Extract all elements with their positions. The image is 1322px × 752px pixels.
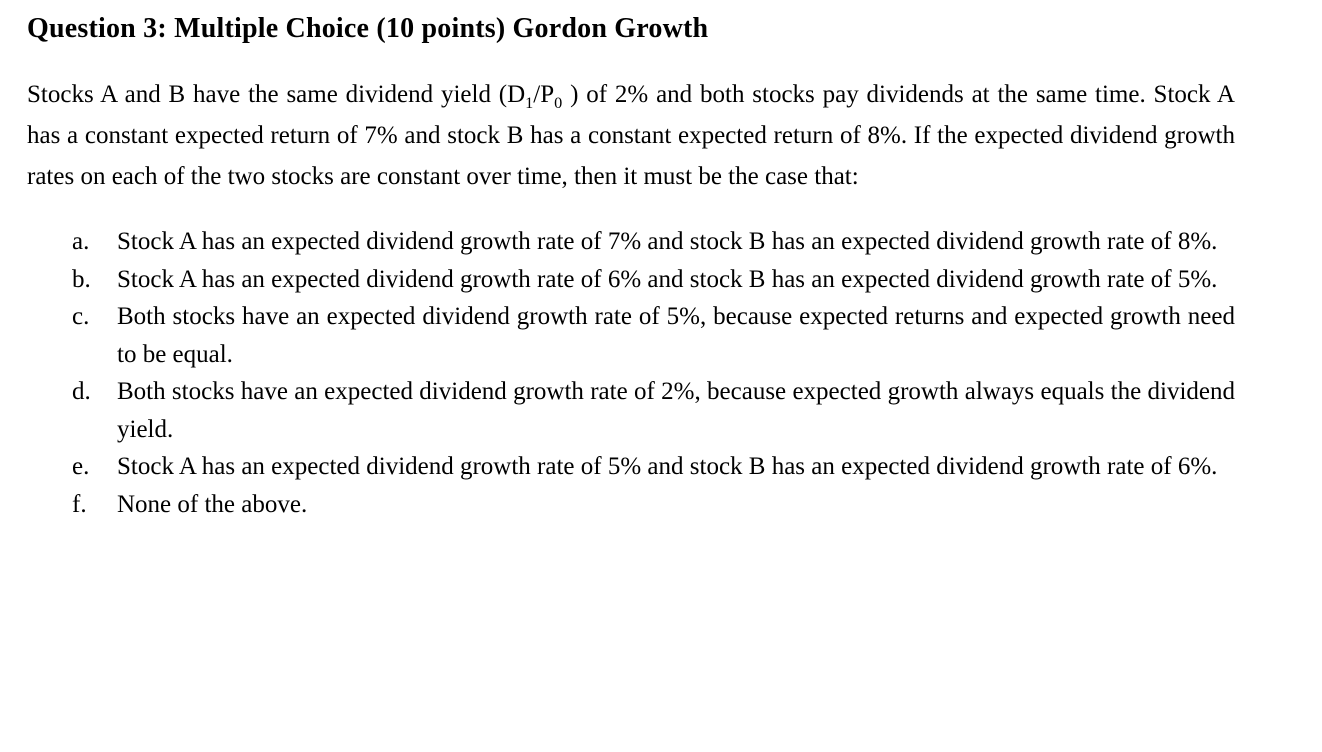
options-list: a. Stock A has an expected dividend grow… [72, 223, 1235, 523]
option-item-c: c. Both stocks have an expected dividend… [72, 298, 1235, 373]
option-text: Stock A has an expected dividend growth … [117, 265, 1218, 293]
question-text-segment: ) of 2% and both stocks pay dividends at… [27, 81, 1235, 190]
option-letter: a. [72, 228, 90, 255]
option-text: Stock A has an expected dividend growth … [117, 228, 1218, 255]
option-item-a: a. Stock A has an expected dividend grow… [72, 223, 1235, 261]
option-letter: b. [72, 265, 91, 293]
page-title: Question 3: Multiple Choice (10 points) … [27, 13, 709, 44]
option-letter: d. [72, 378, 91, 405]
option-item-e: e. Stock A has an expected dividend grow… [72, 448, 1235, 486]
price-subscript: 0 [554, 94, 563, 112]
option-text: Stock A has an expected dividend growth … [117, 453, 1218, 480]
option-letter: f. [72, 490, 87, 518]
option-text: Both stocks have an expected dividend gr… [117, 303, 1235, 368]
option-item-f: f. None of the above. [72, 486, 1235, 524]
option-item-d: d. Both stocks have an expected dividend… [72, 373, 1235, 448]
question-text-segment: Stocks A and B have the same dividend yi… [27, 81, 526, 108]
option-text: Both stocks have an expected dividend gr… [117, 378, 1235, 443]
question-paragraph: Stocks A and B have the same dividend yi… [27, 74, 1235, 197]
option-text: None of the above. [117, 490, 308, 518]
question-text-segment: /P [533, 81, 555, 108]
option-letter: e. [72, 453, 90, 480]
dividend-subscript: 1 [525, 94, 534, 112]
document-page: Question 3: Multiple Choice (10 points) … [27, 13, 1235, 523]
option-letter: c. [72, 303, 90, 330]
option-item-b: b. Stock A has an expected dividend grow… [72, 261, 1235, 299]
